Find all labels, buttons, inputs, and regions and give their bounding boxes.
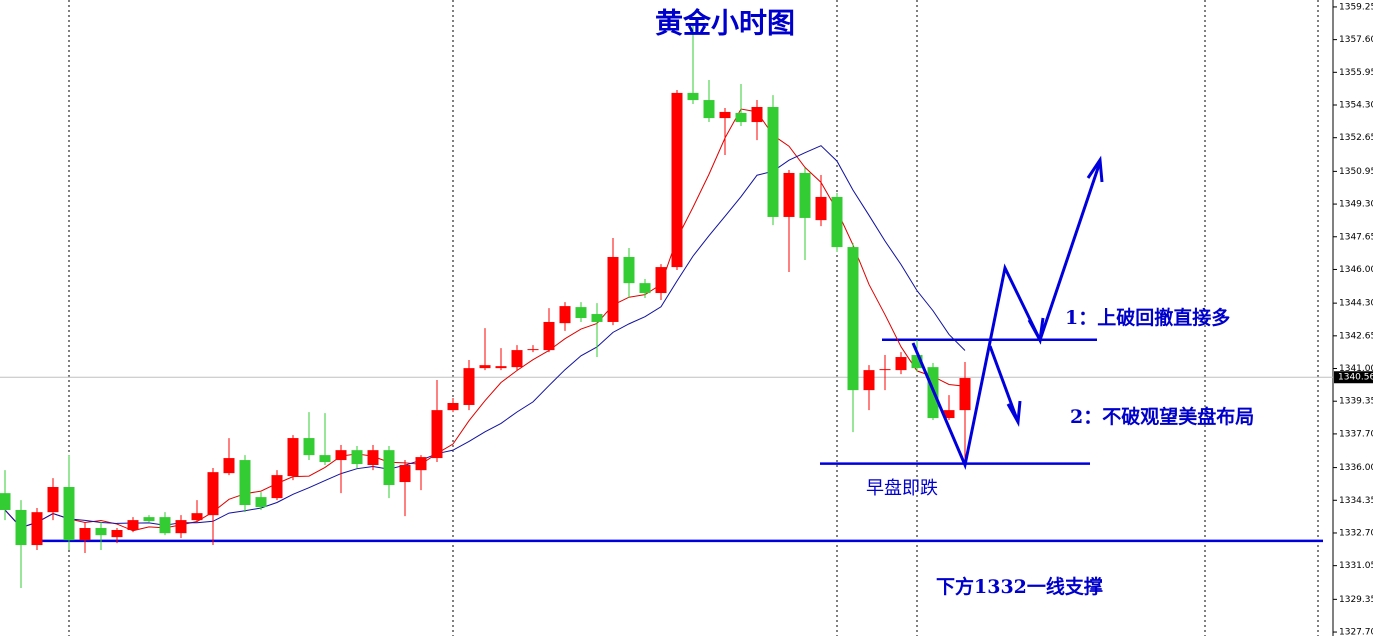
candle-body — [239, 460, 251, 506]
y-tick-label: 1332.70 — [1339, 528, 1373, 538]
moving-average — [4, 108, 966, 532]
candle-body — [0, 493, 11, 510]
candle-body — [191, 513, 203, 521]
candle-body — [863, 370, 875, 391]
candle-body — [31, 512, 43, 546]
annotation: 下方1332一线支撑 — [936, 575, 1103, 598]
y-tick-label: 1327.70 — [1339, 628, 1373, 636]
candle-body — [111, 530, 123, 538]
y-tick-label: 1336.00 — [1339, 463, 1373, 473]
arrow-head — [1027, 317, 1045, 345]
current-price-label: 1340.56 — [1338, 373, 1373, 383]
arrows — [911, 155, 1104, 471]
candle-body — [831, 196, 843, 248]
y-tick-label: 1344.30 — [1339, 299, 1373, 309]
current-price-box — [1334, 371, 1373, 384]
y-tick-label: 1352.65 — [1339, 133, 1373, 143]
candle-body — [399, 465, 411, 483]
candle-body — [655, 267, 667, 294]
y-tick-label: 1347.65 — [1339, 232, 1373, 242]
annotation: 早盘即跌 — [866, 478, 938, 499]
candle-body — [335, 450, 347, 461]
candle-body — [159, 517, 171, 534]
candle-body — [719, 111, 731, 119]
y-tick-label: 1357.60 — [1339, 35, 1373, 45]
candle-body — [143, 517, 155, 522]
y-tick-label: 1359.25 — [1339, 2, 1373, 12]
candle-body — [431, 410, 443, 459]
candle-body — [271, 475, 283, 499]
candle-body — [543, 321, 555, 351]
y-tick-label: 1354.30 — [1339, 101, 1373, 111]
candle-body — [703, 100, 715, 119]
candle-body — [15, 509, 27, 546]
y-tick-label: 1339.35 — [1339, 397, 1373, 407]
candle-body — [575, 307, 587, 318]
candle-body — [687, 92, 699, 101]
y-tick-label: 1349.30 — [1339, 200, 1373, 210]
y-tick-label: 1341.00 — [1339, 364, 1373, 374]
arrow-head — [1086, 155, 1104, 183]
y-tick-label: 1342.65 — [1339, 331, 1373, 341]
annotation: 2：不破观望美盘布局 — [1070, 405, 1254, 428]
candle-body — [639, 283, 651, 294]
candle-body — [287, 438, 299, 477]
y-tick-label: 1350.95 — [1339, 167, 1373, 177]
y-tick-label: 1334.35 — [1339, 496, 1373, 506]
candle-body — [319, 455, 331, 463]
candle-body — [207, 472, 219, 516]
candle-body — [351, 450, 363, 465]
candle-body — [95, 528, 107, 536]
candle-body — [303, 438, 315, 456]
candle-body — [623, 256, 635, 284]
candle-body — [911, 355, 923, 369]
candle-body — [79, 528, 91, 541]
candle-body — [415, 457, 427, 471]
candle-body — [783, 172, 795, 217]
arrow-head — [1006, 400, 1022, 427]
y-tick-label: 1346.00 — [1339, 265, 1373, 275]
candle-body — [879, 369, 891, 371]
y-tick-label: 1355.95 — [1339, 68, 1373, 78]
y-tick-label: 1331.05 — [1339, 561, 1373, 571]
y-tick-label: 1337.70 — [1339, 429, 1373, 439]
candle-body — [895, 357, 907, 371]
candle-body — [127, 520, 139, 530]
chart-title: 黄金小时图 — [655, 7, 795, 40]
candle-body — [815, 196, 827, 221]
candle-body — [527, 349, 539, 351]
candle-body — [591, 314, 603, 322]
path-arrow — [911, 161, 1102, 471]
candle-body — [671, 92, 683, 268]
candle-body — [463, 368, 475, 405]
candle-body — [847, 247, 859, 391]
candle-body — [447, 402, 459, 411]
candle-body — [959, 378, 971, 411]
candle-body — [767, 106, 779, 217]
candle-body — [479, 365, 491, 369]
candle-body — [383, 450, 395, 486]
annotation: 1：上破回撤直接多 — [1065, 306, 1230, 329]
candle-body — [367, 450, 379, 466]
candle-body — [63, 487, 75, 541]
candle-body — [47, 487, 59, 513]
candle-body — [943, 410, 955, 419]
candle-body — [559, 306, 571, 324]
candle-body — [511, 350, 523, 368]
candle-body — [223, 458, 235, 474]
y-tick-label: 1329.35 — [1339, 595, 1373, 605]
candle-body — [175, 520, 187, 534]
path-arrow — [988, 345, 1020, 423]
candle-body — [495, 366, 507, 369]
candle-body — [799, 172, 811, 218]
candle-body — [751, 106, 763, 123]
candle-body — [255, 497, 267, 508]
candle-body — [735, 112, 747, 123]
candle-body — [607, 256, 619, 322]
